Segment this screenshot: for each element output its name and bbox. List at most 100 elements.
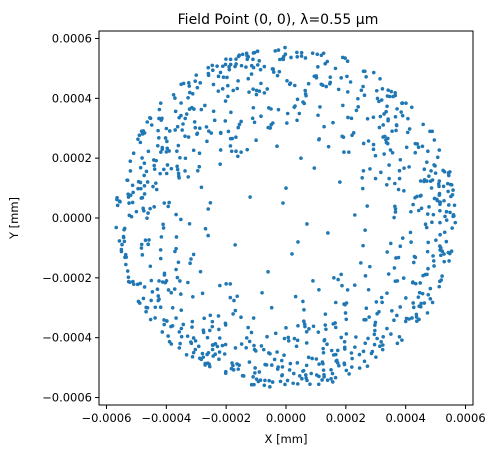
data-point <box>179 326 184 331</box>
data-point <box>190 355 195 359</box>
data-point <box>379 98 384 102</box>
data-point <box>206 361 210 366</box>
data-point <box>427 205 431 209</box>
data-point <box>181 322 186 327</box>
data-point <box>403 319 408 324</box>
data-point <box>237 53 242 57</box>
data-point <box>363 274 368 278</box>
data-point <box>425 311 430 315</box>
data-point <box>250 116 255 121</box>
data-point <box>387 176 391 181</box>
data-point <box>328 75 333 79</box>
data-point <box>292 371 296 376</box>
data-point <box>393 181 397 186</box>
data-point <box>306 81 311 86</box>
data-point <box>431 212 436 217</box>
data-point <box>393 91 397 95</box>
data-point <box>386 118 390 123</box>
data-point <box>231 368 236 372</box>
data-point <box>236 367 241 371</box>
data-point <box>361 84 365 89</box>
data-point <box>271 67 276 71</box>
data-point <box>148 116 152 120</box>
data-point <box>377 125 382 130</box>
data-point <box>400 113 405 118</box>
data-point <box>411 280 415 284</box>
data-point <box>257 370 262 374</box>
data-point <box>247 90 251 94</box>
data-point <box>275 144 279 148</box>
data-point <box>412 254 417 259</box>
data-point <box>215 64 219 68</box>
data-point <box>131 190 135 195</box>
data-point <box>173 128 177 132</box>
data-point <box>235 86 240 91</box>
data-point <box>380 347 385 352</box>
data-point <box>164 171 169 176</box>
data-point <box>187 222 192 226</box>
data-point <box>377 99 381 104</box>
data-point <box>159 150 163 154</box>
data-point <box>252 120 257 125</box>
data-point <box>344 332 349 336</box>
data-point <box>251 105 256 110</box>
data-point <box>413 141 418 146</box>
data-point <box>127 201 131 205</box>
data-point <box>398 157 403 162</box>
data-point <box>252 382 256 387</box>
data-point <box>379 295 384 300</box>
data-point <box>174 212 178 217</box>
data-point <box>378 114 383 119</box>
data-point <box>170 324 175 328</box>
data-point <box>148 264 153 269</box>
data-point <box>377 309 381 314</box>
data-point <box>285 78 289 83</box>
data-point <box>390 129 394 133</box>
data-point <box>317 362 321 366</box>
data-point <box>329 377 333 381</box>
data-point <box>277 69 282 74</box>
data-point <box>379 170 383 175</box>
data-point <box>350 133 354 138</box>
data-point <box>140 156 144 160</box>
data-point <box>183 134 187 138</box>
data-point <box>262 383 267 388</box>
data-point <box>259 81 263 86</box>
data-point <box>142 161 147 165</box>
data-point <box>310 51 315 55</box>
x-tick-label: 0.0004 <box>386 411 426 425</box>
y-tick-label: −0.0002 <box>42 271 92 285</box>
data-point <box>283 382 287 387</box>
data-point <box>446 189 450 194</box>
data-point <box>139 186 143 191</box>
data-point <box>382 112 386 116</box>
data-point <box>228 295 233 300</box>
data-point <box>205 139 209 144</box>
data-point <box>241 374 246 378</box>
data-point <box>411 202 415 207</box>
data-point <box>211 82 216 87</box>
data-point <box>255 49 260 54</box>
data-point <box>452 203 457 208</box>
data-point <box>229 110 233 115</box>
data-point <box>235 294 240 299</box>
data-point <box>324 84 329 89</box>
data-point <box>202 316 206 321</box>
data-point <box>146 149 151 154</box>
data-point <box>122 226 127 231</box>
data-point <box>432 138 437 142</box>
data-point <box>359 88 364 93</box>
data-point <box>138 140 143 145</box>
data-point <box>422 167 427 171</box>
data-point <box>302 308 306 312</box>
data-point <box>365 204 370 208</box>
data-point <box>371 70 376 75</box>
data-point <box>157 107 162 112</box>
data-point <box>190 325 194 329</box>
data-point <box>411 260 416 265</box>
data-point <box>165 139 169 144</box>
data-point <box>147 238 151 242</box>
data-point <box>280 373 284 378</box>
data-point <box>160 145 165 150</box>
data-point <box>430 220 434 225</box>
